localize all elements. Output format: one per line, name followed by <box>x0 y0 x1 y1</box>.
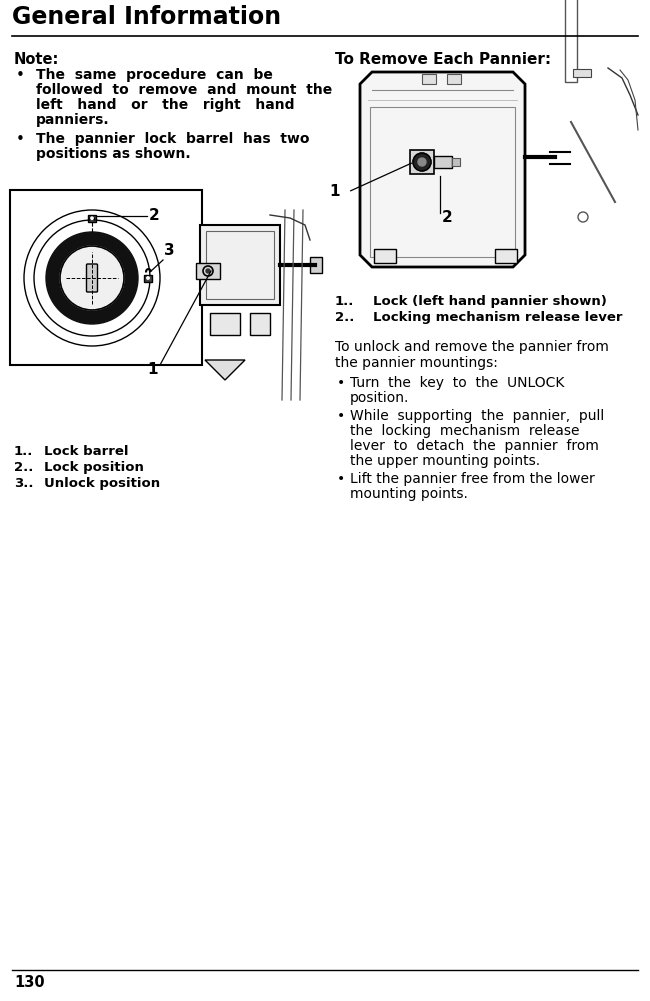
Text: the pannier mountings:: the pannier mountings: <box>335 356 498 370</box>
Text: 2: 2 <box>149 208 160 223</box>
Bar <box>88 215 96 222</box>
Bar <box>250 313 270 335</box>
Text: 3: 3 <box>164 243 175 258</box>
FancyBboxPatch shape <box>86 264 98 292</box>
Bar <box>206 231 274 299</box>
Bar <box>196 263 220 279</box>
Text: •: • <box>16 68 25 83</box>
Bar <box>422 74 436 84</box>
Text: Unlock position: Unlock position <box>44 477 160 490</box>
Circle shape <box>206 269 210 273</box>
Text: •: • <box>337 376 345 390</box>
Circle shape <box>91 217 93 219</box>
Text: lever  to  detach  the  pannier  from: lever to detach the pannier from <box>350 439 599 453</box>
Text: To unlock and remove the pannier from: To unlock and remove the pannier from <box>335 340 609 354</box>
Text: Lift the pannier free from the lower: Lift the pannier free from the lower <box>350 472 595 486</box>
Text: 130: 130 <box>14 975 45 990</box>
Text: position.: position. <box>350 391 410 405</box>
Bar <box>495 249 517 263</box>
Text: The  pannier  lock  barrel  has  two: The pannier lock barrel has two <box>36 132 309 146</box>
Text: the upper mounting points.: the upper mounting points. <box>350 454 540 468</box>
Circle shape <box>46 232 138 324</box>
Text: left   hand   or   the   right   hand: left hand or the right hand <box>36 98 294 112</box>
Text: 1..: 1.. <box>14 445 33 458</box>
Text: followed  to  remove  and  mount  the: followed to remove and mount the <box>36 83 332 97</box>
Text: •: • <box>337 472 345 486</box>
Text: 2: 2 <box>442 209 453 224</box>
Text: 1..: 1.. <box>335 295 354 308</box>
Text: 1: 1 <box>330 184 340 199</box>
Text: General Information: General Information <box>12 5 281 29</box>
Polygon shape <box>205 360 245 380</box>
Bar <box>370 107 515 257</box>
Bar <box>573 69 591 77</box>
Text: 2..: 2.. <box>14 461 33 474</box>
Text: the  locking  mechanism  release: the locking mechanism release <box>350 424 580 438</box>
Text: While  supporting  the  pannier,  pull: While supporting the pannier, pull <box>350 409 604 423</box>
Text: 1: 1 <box>148 362 158 377</box>
Text: Note:: Note: <box>14 52 59 67</box>
Text: Lock barrel: Lock barrel <box>44 445 129 458</box>
Bar <box>210 313 240 335</box>
Bar <box>565 0 577 82</box>
Text: Lock position: Lock position <box>44 461 144 474</box>
Text: positions as shown.: positions as shown. <box>36 147 190 161</box>
Text: Lock (left hand pannier shown): Lock (left hand pannier shown) <box>373 295 607 308</box>
Bar <box>434 156 452 168</box>
Bar <box>10 190 202 365</box>
Text: Turn  the  key  to  the  UNLOCK: Turn the key to the UNLOCK <box>350 376 564 390</box>
Circle shape <box>60 246 124 310</box>
Text: Locking mechanism release lever: Locking mechanism release lever <box>373 311 623 324</box>
Text: mounting points.: mounting points. <box>350 487 468 500</box>
Bar <box>452 158 460 166</box>
Bar <box>200 225 280 305</box>
Bar <box>310 257 322 273</box>
Text: •: • <box>337 409 345 423</box>
Bar <box>144 274 152 281</box>
Circle shape <box>413 153 431 171</box>
Text: To Remove Each Pannier:: To Remove Each Pannier: <box>335 52 551 67</box>
Text: panniers.: panniers. <box>36 113 110 127</box>
Bar <box>410 150 434 174</box>
Text: 2..: 2.. <box>335 311 354 324</box>
Circle shape <box>147 277 150 279</box>
Polygon shape <box>360 72 525 267</box>
Text: 3..: 3.. <box>14 477 34 490</box>
Bar <box>374 249 396 263</box>
Bar <box>447 74 461 84</box>
Text: •: • <box>16 132 25 147</box>
Circle shape <box>418 158 426 166</box>
Text: The  same  procedure  can  be: The same procedure can be <box>36 68 273 82</box>
